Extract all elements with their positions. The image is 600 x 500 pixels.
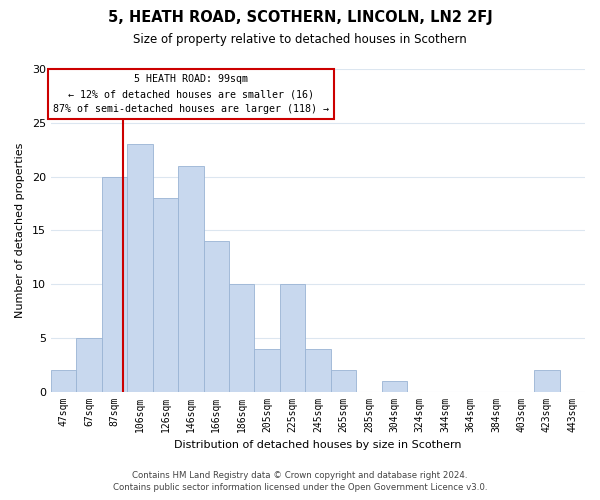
Bar (203, 241, 229, 392)
Bar (51, 370, 76, 392)
Bar (280, 284, 305, 392)
Text: Size of property relative to detached houses in Scothern: Size of property relative to detached ho… (133, 32, 467, 46)
Bar (534, 370, 560, 392)
Bar (305, 348, 331, 392)
Bar (254, 348, 280, 392)
Text: 5, HEATH ROAD, SCOTHERN, LINCOLN, LN2 2FJ: 5, HEATH ROAD, SCOTHERN, LINCOLN, LN2 2F… (107, 10, 493, 25)
Text: Contains HM Land Registry data © Crown copyright and database right 2024.
Contai: Contains HM Land Registry data © Crown c… (113, 471, 487, 492)
Bar (152, 198, 178, 392)
Text: 5 HEATH ROAD: 99sqm
← 12% of detached houses are smaller (16)
87% of semi-detach: 5 HEATH ROAD: 99sqm ← 12% of detached ho… (53, 74, 329, 114)
Bar (229, 284, 254, 392)
Bar (178, 166, 203, 392)
Bar (76, 338, 102, 392)
X-axis label: Distribution of detached houses by size in Scothern: Distribution of detached houses by size … (174, 440, 462, 450)
Bar (127, 144, 152, 392)
Y-axis label: Number of detached properties: Number of detached properties (15, 142, 25, 318)
Bar (382, 381, 407, 392)
Bar (102, 176, 127, 392)
Bar (331, 370, 356, 392)
